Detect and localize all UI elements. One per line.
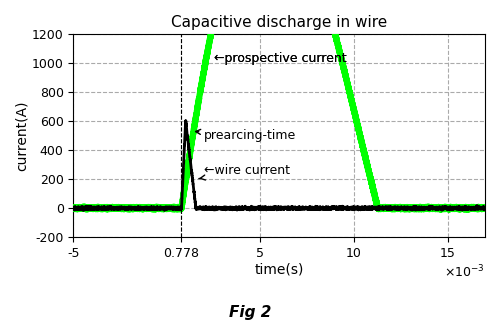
Title: Capacitive discharge in wire: Capacitive discharge in wire bbox=[171, 15, 388, 30]
Y-axis label: current(A): current(A) bbox=[15, 100, 29, 171]
Text: ←prospective current: ←prospective current bbox=[214, 52, 346, 65]
Text: ←wire current: ←wire current bbox=[199, 164, 290, 180]
Text: Fig 2: Fig 2 bbox=[229, 305, 271, 320]
Text: ←prospective current: ←prospective current bbox=[214, 52, 346, 65]
Text: prearcing-time: prearcing-time bbox=[196, 129, 296, 142]
Text: $\times 10^{-3}$: $\times 10^{-3}$ bbox=[444, 264, 485, 280]
X-axis label: time(s): time(s) bbox=[254, 263, 304, 277]
